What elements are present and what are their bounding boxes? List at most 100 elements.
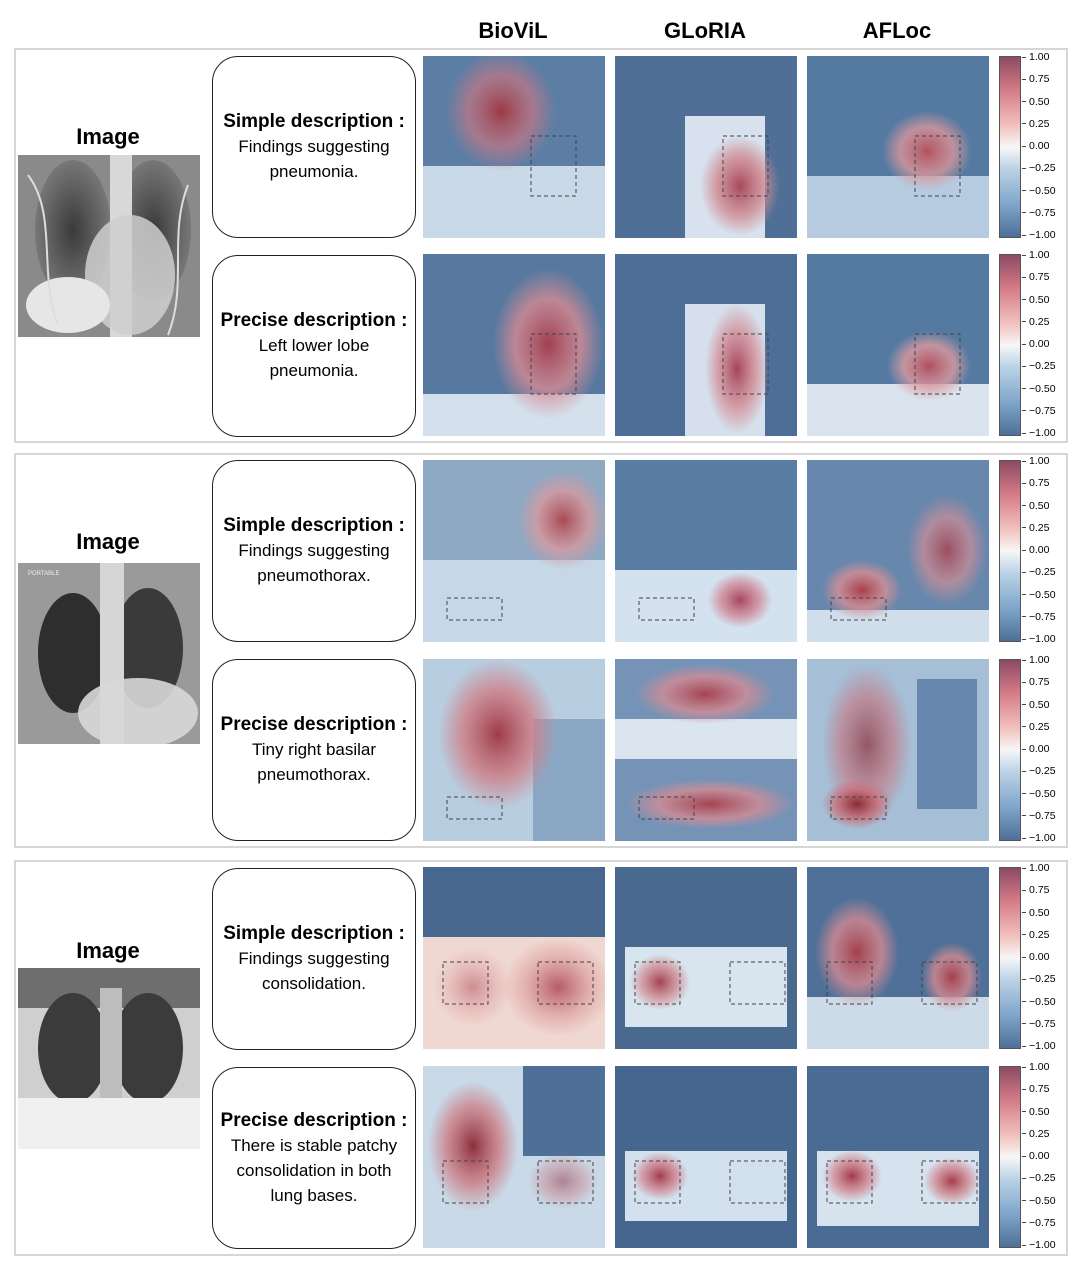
- description-heading: Precise description :: [220, 1109, 408, 1131]
- colorbar-tick-label: 0.75: [1022, 272, 1049, 283]
- colorbar-tick-label: 1.00: [1022, 250, 1049, 261]
- colorbar-tick-label: 0.50: [1022, 699, 1049, 710]
- heatmap-gloria-simple: [615, 56, 797, 238]
- description-line: consolidation in both: [236, 1160, 392, 1180]
- colorbar-tick-label: 0.00: [1022, 744, 1049, 755]
- colorbar-tick-label: 0.25: [1022, 317, 1049, 328]
- description-line: Findings suggesting: [238, 949, 390, 968]
- panel-3: [14, 860, 1068, 1256]
- description-line: pneumonia.: [269, 162, 359, 181]
- colorbar-tick-label: 1.00: [1022, 1062, 1049, 1073]
- colorbar-tick-label: −0.75: [1022, 406, 1056, 417]
- colorbar-tick-label: 0.00: [1022, 339, 1049, 350]
- description-line: Tiny right basilar: [251, 740, 377, 759]
- colorbar-tick-label: 0.50: [1022, 96, 1049, 107]
- colorbar-tick-label: −0.25: [1022, 361, 1056, 372]
- colorbar: [999, 659, 1021, 841]
- column-header-gloria: GLoRIA: [664, 18, 746, 43]
- description-line: Findings suggesting: [238, 137, 390, 156]
- heatmap-afloc-precise: [807, 659, 989, 841]
- heatmap-gloria-simple: [615, 867, 797, 1049]
- colorbar-tick-label: −0.75: [1022, 811, 1056, 822]
- colorbar-ticks: 1.00 0.75 0.50 0.25 0.00 −0.25 −0.50 −0.75 −1.00: [1022, 250, 1070, 439]
- colorbar-tick-label: −0.75: [1022, 612, 1056, 623]
- colorbar-tick-label: 0.00: [1022, 1151, 1049, 1162]
- colorbar-tick-label: 0.75: [1022, 478, 1049, 489]
- colorbar-tick-label: −1.00: [1022, 634, 1056, 645]
- colorbar-tick-label: −0.25: [1022, 567, 1056, 578]
- colorbar-tick-label: 0.00: [1022, 952, 1049, 963]
- simple-description-box: Simple description : Findings suggesting…: [212, 460, 416, 642]
- colorbar-ticks: 1.00 0.75 0.50 0.25 0.00 −0.25 −0.50 −0.75 −1.00: [1022, 52, 1070, 241]
- colorbar-ticks: 1.00 0.75 0.50 0.25 0.00 −0.25 −0.50 −0.75 −1.00: [1022, 863, 1070, 1052]
- colorbar-tick-label: 0.25: [1022, 523, 1049, 534]
- colorbar-tick-label: 0.75: [1022, 677, 1049, 688]
- svg-text:PORTABLE: PORTABLE: [28, 571, 59, 577]
- heatmap-gloria-precise: [615, 1066, 797, 1248]
- colorbar-tick-label: −0.25: [1022, 766, 1056, 777]
- colorbar-tick-label: 0.50: [1022, 907, 1049, 918]
- colorbar-tick-label: 0.75: [1022, 1084, 1049, 1095]
- colorbar-tick-label: 0.00: [1022, 141, 1049, 152]
- colorbar-tick-label: −1.00: [1022, 833, 1056, 844]
- colorbar-tick-label: 0.25: [1022, 119, 1049, 130]
- colorbar-tick-label: −0.25: [1022, 1173, 1056, 1184]
- precise-description-box: Precise description : Left lower lobe pn…: [212, 255, 416, 437]
- xray-image: PORTABLE: [18, 563, 200, 744]
- heatmap-biovil-simple: [423, 56, 605, 238]
- colorbar-tick-label: 1.00: [1022, 52, 1049, 63]
- image-label: Image: [76, 938, 140, 963]
- image-label: Image: [76, 529, 140, 554]
- image-label: Image: [76, 124, 140, 149]
- colorbar-tick-label: −0.75: [1022, 1218, 1056, 1229]
- colorbar-tick-label: −0.50: [1022, 1195, 1056, 1206]
- colorbar-tick-label: 0.50: [1022, 294, 1049, 305]
- colorbar: [999, 254, 1021, 436]
- colorbar-tick-label: 0.75: [1022, 885, 1049, 896]
- colorbar: [999, 1066, 1021, 1248]
- heatmap-biovil-precise: [423, 254, 605, 436]
- heatmap-afloc-simple: [807, 460, 989, 642]
- colorbar-tick-label: 1.00: [1022, 655, 1049, 666]
- colorbar: [999, 56, 1021, 238]
- description-line: pneumothorax.: [257, 566, 371, 585]
- simple-description-box: Simple description : Findings suggesting…: [212, 868, 416, 1050]
- colorbar-tick-label: −0.25: [1022, 974, 1056, 985]
- colorbar-tick-label: 1.00: [1022, 863, 1049, 874]
- panel-1: [14, 48, 1068, 443]
- column-header-biovil: BioViL: [478, 18, 548, 43]
- description-heading: Simple description :: [223, 515, 405, 536]
- colorbar-tick-label: −0.50: [1022, 383, 1056, 394]
- heatmap-biovil-precise: [423, 659, 605, 841]
- colorbar-tick-label: 0.75: [1022, 74, 1049, 85]
- description-heading: Simple description :: [223, 923, 405, 944]
- description-line: Left lower lobe: [258, 336, 370, 355]
- simple-description-box: Simple description : Findings suggesting…: [212, 56, 416, 238]
- colorbar-ticks: 1.00 0.75 0.50 0.25 0.00 −0.25 −0.50 −0.75 −1.00: [1022, 655, 1070, 844]
- colorbar-tick-label: −1.00: [1022, 230, 1056, 241]
- colorbar-ticks: 1.00 0.75 0.50 0.25 0.00 −0.25 −0.50 −0.75 −1.00: [1022, 1062, 1070, 1251]
- description-line: lung bases.: [270, 1185, 358, 1205]
- description-heading: Precise description :: [220, 310, 408, 331]
- colorbar-tick-label: −0.50: [1022, 589, 1056, 600]
- heatmap-afloc-precise: [807, 1066, 989, 1248]
- description-heading: Simple description :: [223, 111, 405, 132]
- heatmap-afloc-simple: [807, 867, 989, 1049]
- description-line: There is stable patchy: [230, 1135, 398, 1155]
- heatmap-gloria-simple: [615, 460, 797, 642]
- colorbar-tick-label: 0.25: [1022, 930, 1049, 941]
- description-line: pneumothorax.: [257, 765, 371, 784]
- colorbar-tick-label: 0.25: [1022, 722, 1049, 733]
- precise-description-box: Precise description : There is stable pa…: [212, 1067, 416, 1249]
- colorbar-tick-label: −0.50: [1022, 788, 1056, 799]
- colorbar-tick-label: 0.50: [1022, 500, 1049, 511]
- colorbar-tick-label: 1.00: [1022, 456, 1049, 467]
- colorbar-tick-label: −1.00: [1022, 1240, 1056, 1251]
- colorbar: [999, 460, 1021, 642]
- colorbar-tick-label: −0.25: [1022, 163, 1056, 174]
- xray-image: [18, 155, 200, 337]
- description-line: Findings suggesting: [238, 541, 390, 560]
- colorbar-tick-label: −0.50: [1022, 185, 1056, 196]
- description-heading: Precise description :: [220, 714, 408, 735]
- heatmap-biovil-simple: [423, 460, 605, 642]
